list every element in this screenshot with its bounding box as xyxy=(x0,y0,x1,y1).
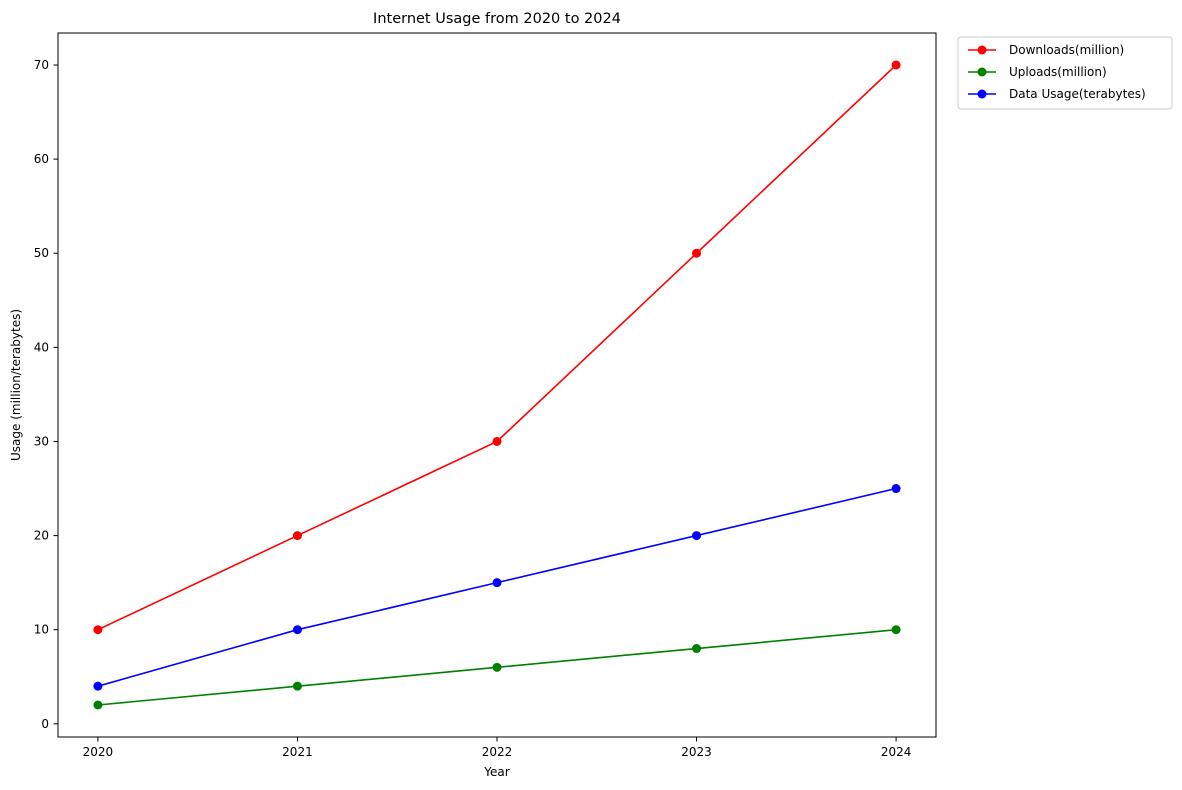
chart-title: Internet Usage from 2020 to 2024 xyxy=(373,11,621,27)
y-tick-label: 0 xyxy=(41,717,49,731)
y-tick-label: 30 xyxy=(34,434,49,448)
data-point xyxy=(93,625,103,635)
y-tick-label: 20 xyxy=(34,529,49,543)
x-tick-label: 2024 xyxy=(881,745,912,759)
x-axis: 2020 2021 2022 2023 2024 xyxy=(83,737,912,759)
legend-label: Data Usage(terabytes) xyxy=(1009,87,1146,101)
data-point xyxy=(891,60,901,70)
y-axis-title: Usage (million/terabytes) xyxy=(9,309,23,461)
y-axis: 0 10 20 30 40 50 60 70 xyxy=(34,58,58,731)
data-point xyxy=(492,436,502,446)
legend-item: Uploads(million) xyxy=(968,65,1107,79)
data-point xyxy=(492,578,502,588)
data-point xyxy=(292,681,302,691)
data-point xyxy=(891,625,901,635)
legend-label: Downloads(million) xyxy=(1009,43,1124,57)
y-tick-label: 60 xyxy=(34,152,49,166)
data-point xyxy=(93,681,103,691)
series-2 xyxy=(93,625,901,710)
data-point xyxy=(692,248,702,258)
legend: Downloads(million) Uploads(million) Data U… xyxy=(957,36,1173,110)
data-point xyxy=(93,700,103,710)
legend-label: Uploads(million) xyxy=(1009,65,1107,79)
legend-frame xyxy=(957,36,1173,110)
legend-item: Data Usage(terabytes) xyxy=(968,87,1146,101)
legend-marker xyxy=(977,67,987,77)
series-1 xyxy=(93,60,901,635)
y-tick-label: 50 xyxy=(34,246,49,260)
data-point xyxy=(891,484,901,494)
legend-marker xyxy=(977,45,987,55)
data-point xyxy=(692,644,702,654)
legend-marker xyxy=(977,89,987,99)
x-tick-label: 2023 xyxy=(681,745,712,759)
x-tick-label: 2021 xyxy=(282,745,313,759)
data-point xyxy=(492,662,502,672)
x-tick-label: 2020 xyxy=(83,745,114,759)
series-layer xyxy=(93,60,901,710)
x-tick-label: 2022 xyxy=(482,745,513,759)
y-tick-label: 40 xyxy=(34,340,49,354)
y-tick-label: 10 xyxy=(34,623,49,637)
legend-item: Downloads(million) xyxy=(968,43,1124,57)
series-3 xyxy=(93,484,901,691)
y-tick-label: 70 xyxy=(34,58,49,72)
data-point xyxy=(692,531,702,541)
data-point xyxy=(292,625,302,635)
x-axis-title: Year xyxy=(483,765,509,779)
data-point xyxy=(292,531,302,541)
